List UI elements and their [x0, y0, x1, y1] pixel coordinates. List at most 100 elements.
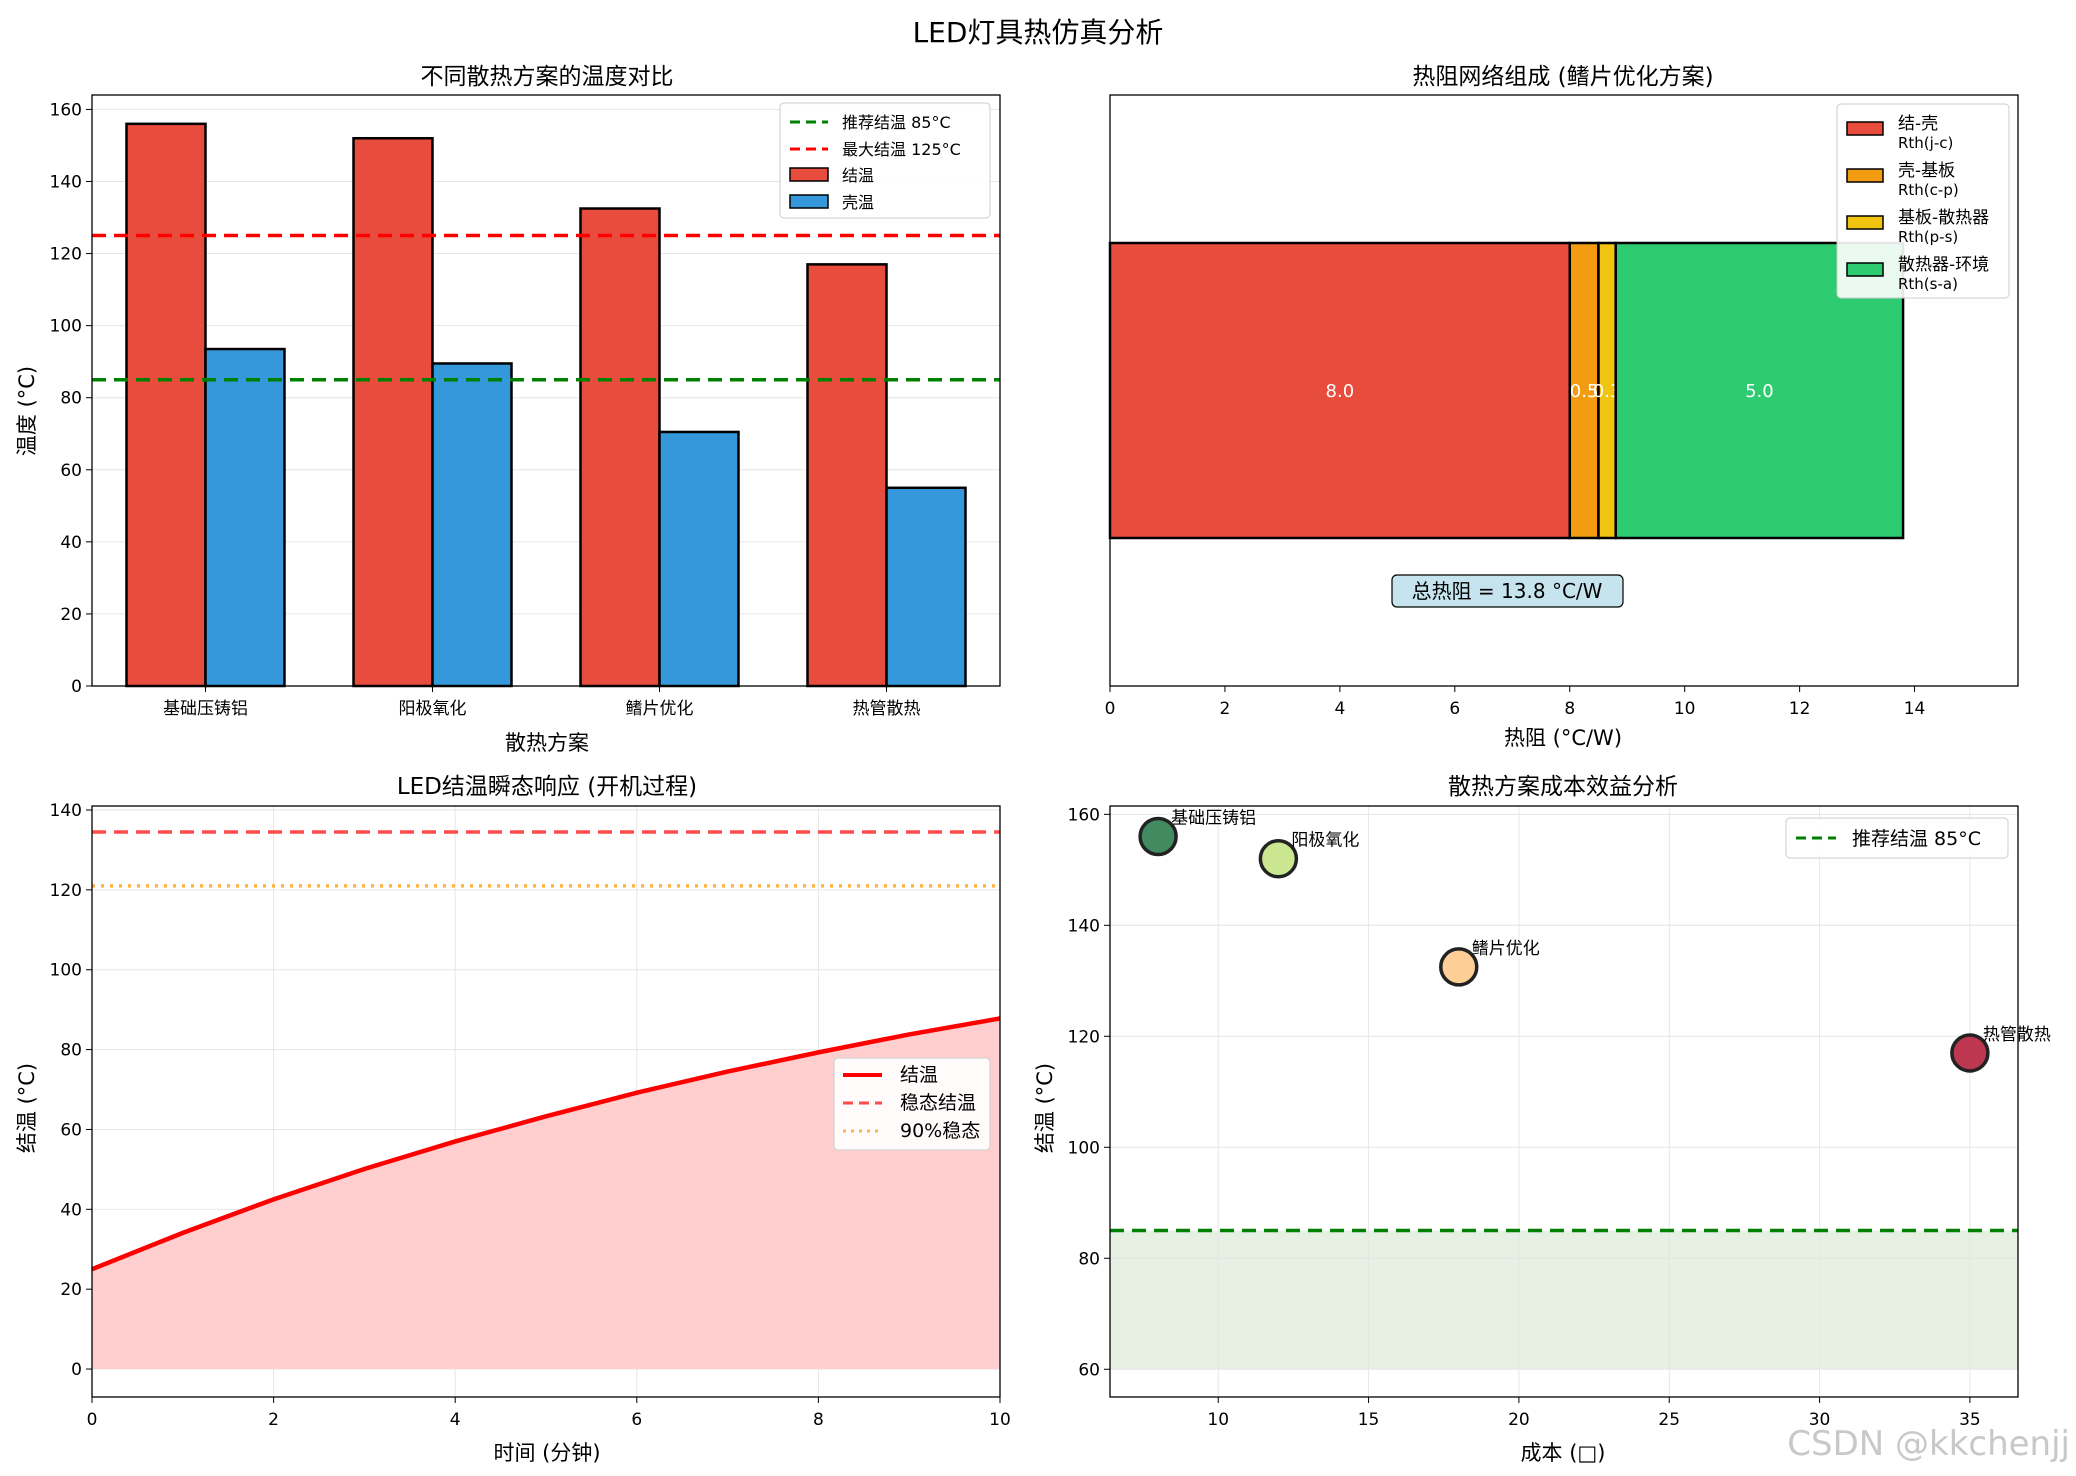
scheme-point-label: 基础压铸铝: [1171, 809, 1256, 829]
y-tick-label: 20: [60, 1280, 82, 1300]
legend-max-junction: 最大结温 125°C: [842, 140, 961, 159]
y-tick-label: 0: [71, 677, 82, 697]
legend-swatch: [1846, 262, 1884, 277]
scheme-point: [1439, 947, 1479, 987]
x-tick-label: 14: [1904, 699, 1926, 719]
temperature-chart-ylabel: 温度 (°C): [15, 366, 39, 456]
cost-chart-title: 散热方案成本效益分析: [1448, 774, 1678, 800]
legend-label: 基板-散热器: [1898, 208, 1989, 228]
x-tick-label: 10: [1207, 1410, 1229, 1430]
case-temp-bar: [885, 486, 967, 688]
legend-sublabel: Rth(p-s): [1898, 228, 1958, 246]
safe-zone-band: [1110, 1230, 2018, 1370]
y-tick-label: 60: [60, 1120, 82, 1140]
x-tick-label: 25: [1658, 1410, 1680, 1430]
legend-swatch: [1846, 168, 1884, 183]
y-tick-label: 120: [1068, 1027, 1100, 1047]
scheme-point-label: 鳍片优化: [1472, 939, 1540, 959]
junction-temp-bar: [579, 207, 661, 688]
x-tick-label: 0: [87, 1410, 98, 1430]
temperature-chart-xlabel: 散热方案: [505, 731, 589, 755]
cost-chart-ylabel: 结温 (°C): [1033, 1063, 1057, 1153]
y-tick-label: 40: [60, 533, 82, 553]
segment-value-label: 8.0: [1326, 381, 1355, 402]
junction-temp-bar: [352, 136, 434, 688]
scheme-point: [1258, 838, 1299, 879]
resistance-segment: [1568, 241, 1600, 540]
x-tick-label: 阳极氧化: [399, 699, 467, 719]
y-tick-label: 140: [1068, 916, 1100, 936]
junction-temp-bar: [125, 122, 207, 688]
y-tick-label: 120: [50, 245, 82, 265]
transient-chart-title: LED结温瞬态响应 (开机过程): [397, 774, 697, 800]
x-tick-label: 6: [631, 1410, 642, 1430]
x-tick-label: 8: [813, 1410, 824, 1430]
legend-sublabel: Rth(c-p): [1898, 181, 1959, 199]
y-tick-label: 40: [60, 1200, 82, 1220]
segment-value-label: 5.0: [1745, 381, 1774, 402]
x-tick-label: 30: [1809, 1410, 1831, 1430]
scheme-point: [1138, 816, 1178, 857]
resistance-segment: [1108, 241, 1571, 540]
cost-chart-xlabel: 成本 (□): [1521, 1441, 1606, 1465]
y-tick-label: 100: [50, 317, 82, 337]
case-temp-bar: [204, 347, 286, 688]
legend-label: 壳-基板: [1898, 161, 1955, 181]
y-tick-label: 80: [60, 1041, 82, 1061]
legend-sublabel: Rth(j-c): [1898, 134, 1953, 152]
x-tick-label: 10: [1674, 699, 1696, 719]
temperature-comparison-chart: 不同散热方案的温度对比 散热方案 温度 (°C) 0 20 40 60 80 100 120…: [15, 64, 1001, 755]
network-chart-xlabel: 热阻 (°C/W): [1504, 726, 1622, 750]
y-tick-label: 100: [50, 961, 82, 981]
legend-swatch: [1846, 121, 1884, 136]
y-tick-label: 140: [50, 172, 82, 192]
x-tick-label: 基础压铸铝: [163, 699, 248, 719]
cost-chart-legend: 推荐结温 85°C: [1785, 817, 2009, 859]
segment-value-label: 0.5: [1570, 381, 1599, 402]
x-tick-label: 20: [1508, 1410, 1530, 1430]
legend-label: 结-壳: [1898, 114, 1938, 134]
transient-response-chart: LED结温瞬态响应 (开机过程) 时间 (分钟) 结温 (°C) 0204060…: [15, 774, 1011, 1465]
y-tick-label: 80: [60, 389, 82, 409]
scheme-point-label: 热管散热: [1983, 1025, 2051, 1045]
y-tick-label: 140: [50, 801, 82, 821]
junction-temp-curve: [91, 1016, 1001, 1272]
cost-benefit-chart: 散热方案成本效益分析 成本 (□) 结温 (°C) 基础压铸铝阳极氧化鳍片优化热…: [1033, 774, 2051, 1465]
x-tick-label: 0: [1105, 699, 1116, 719]
junction-temp-bar: [806, 263, 888, 688]
temperature-chart-title: 不同散热方案的温度对比: [421, 64, 674, 90]
legend-sublabel: Rth(s-a): [1898, 275, 1958, 293]
y-tick-label: 60: [1078, 1360, 1100, 1380]
segment-value-label: 0.3: [1593, 381, 1622, 402]
scheme-point: [1950, 1033, 1990, 1073]
y-tick-label: 0: [71, 1360, 82, 1380]
case-temp-bar: [658, 430, 740, 688]
x-tick-label: 6: [1449, 699, 1460, 719]
transient-chart-legend: 结温 稳态结温 90%稳态: [833, 1057, 991, 1151]
legend-steady-state: 稳态结温: [900, 1092, 976, 1114]
figure-suptitle: LED灯具热仿真分析: [913, 16, 1164, 49]
y-tick-label: 20: [60, 605, 82, 625]
total-resistance-text: 总热阻 = 13.8 °C/W: [1412, 579, 1603, 603]
case-temp-bar: [431, 362, 513, 688]
x-tick-label: 鳍片优化: [626, 699, 694, 719]
thermal-resistance-network-chart: 热阻网络组成 (鳍片优化方案) 热阻 (°C/W) 8.0 0.50.3 5.0 0…: [1105, 64, 2019, 750]
legend-junction-curve: 结温: [900, 1064, 938, 1086]
y-tick-label: 80: [1078, 1249, 1100, 1269]
scheme-point-label: 阳极氧化: [1291, 831, 1359, 851]
y-tick-label: 100: [1068, 1138, 1100, 1158]
legend-junction-temp: 结温: [842, 166, 874, 185]
legend-label: 散热器-环境: [1898, 255, 1989, 275]
x-tick-label: 热管散热: [853, 699, 921, 719]
legend-90-percent: 90%稳态: [900, 1120, 980, 1142]
legend-case-temp: 壳温: [842, 193, 874, 212]
x-tick-label: 12: [1789, 699, 1811, 719]
watermark: CSDN @kkchenjj: [1787, 1424, 2070, 1464]
x-tick-label: 2: [1220, 699, 1231, 719]
y-tick-label: 120: [50, 881, 82, 901]
y-tick-label: 160: [1068, 805, 1100, 825]
temperature-chart-legend: 推荐结温 85°C 最大结温 125°C 结温 壳温: [779, 102, 991, 219]
y-tick-label: 60: [60, 461, 82, 481]
x-tick-label: 8: [1564, 699, 1575, 719]
